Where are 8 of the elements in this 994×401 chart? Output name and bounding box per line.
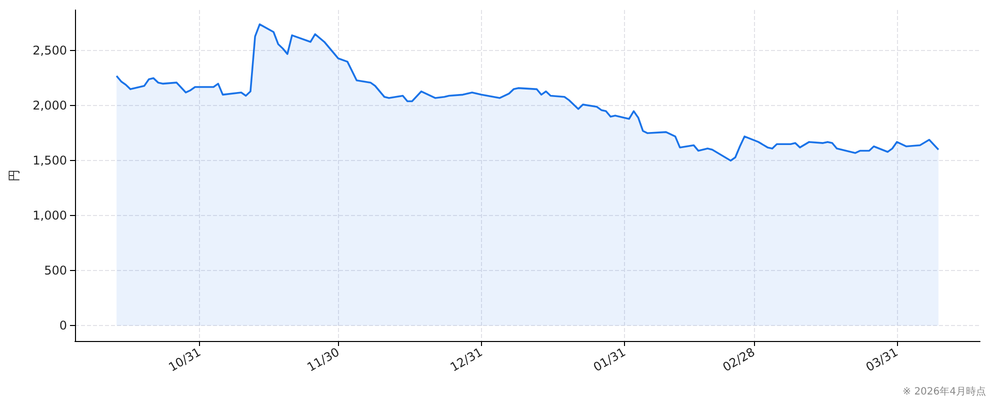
- y-tick-label: 0: [59, 318, 67, 333]
- y-tick-label: 1,000: [32, 208, 67, 223]
- y-tick-label: 2,000: [32, 98, 67, 113]
- y-axis-title: 円: [7, 170, 21, 182]
- y-tick-label: 2,500: [32, 44, 67, 58]
- y-tick-label: 1,500: [32, 154, 67, 168]
- y-tick-label: 500: [44, 264, 67, 278]
- text: ※ 2026年4月時点: [902, 386, 986, 398]
